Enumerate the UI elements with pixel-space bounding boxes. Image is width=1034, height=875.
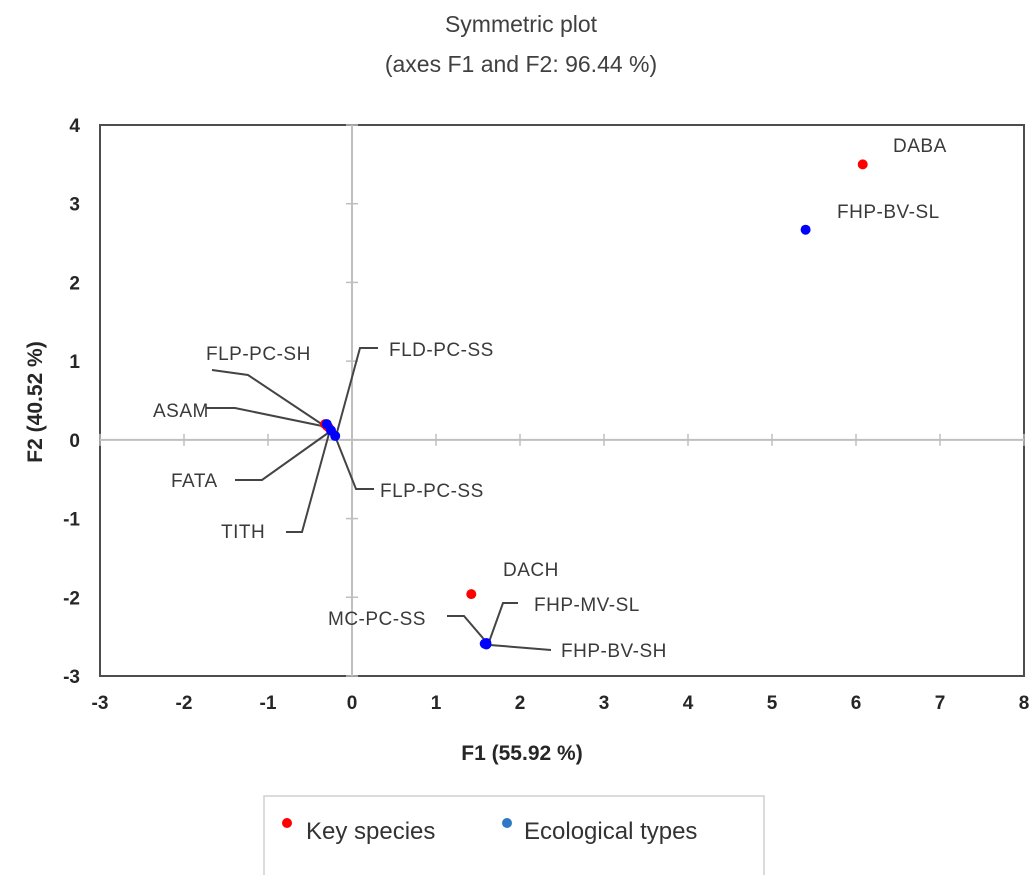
x-axis-ticks: -3 -2 -1 0 1 2 3 4 5 6 7 8 <box>92 433 1030 714</box>
x-tick-label: 8 <box>1019 693 1030 714</box>
label-fata: FATA <box>171 471 218 492</box>
y-axis-ticks: 4 3 2 1 0 -1 -2 -3 <box>63 116 358 688</box>
legend-label-ecological-types: Ecological types <box>524 818 697 845</box>
x-axis-label: F1 (55.92 %) <box>461 742 582 765</box>
leader-tith <box>286 429 331 533</box>
leader-flp-pc-sh <box>211 369 327 428</box>
label-flp-pc-sh: FLP-PC-SH <box>206 344 311 365</box>
label-daba: DABA <box>893 136 947 157</box>
legend-label-key-species: Key species <box>306 818 435 845</box>
x-tick-label: -1 <box>260 693 277 714</box>
leader-flp-pc-ss <box>334 435 374 490</box>
x-tick-label: 5 <box>767 693 778 714</box>
plot-area <box>99 124 1025 677</box>
label-mc-pc-ss: MC-PC-SS <box>328 609 426 630</box>
point-labels: DABA DACH ASAM FATA TITH FHP-BV-SL FHP-MV-SL FH… <box>153 136 947 662</box>
plot-frame <box>99 124 1025 677</box>
x-tick-label: 2 <box>515 693 526 714</box>
y-tick-label: -3 <box>63 667 80 688</box>
point-flp-pc-ss <box>330 430 341 441</box>
point-mc-pc-ss <box>479 638 490 649</box>
x-tick-label: 0 <box>347 693 358 714</box>
x-tick-label: 3 <box>599 693 610 714</box>
data-points <box>320 159 868 650</box>
label-fhp-bv-sh: FHP-BV-SH <box>561 641 667 662</box>
legend-box <box>263 795 765 875</box>
y-tick-label: -1 <box>63 510 80 531</box>
leader-fld-pc-ss <box>335 347 378 437</box>
leader-fhp-mv-sl <box>488 602 518 643</box>
y-tick-label: 3 <box>69 195 80 216</box>
leader-fata <box>235 432 329 481</box>
x-tick-label: -2 <box>176 693 193 714</box>
x-tick-label: 1 <box>431 693 442 714</box>
label-fhp-mv-sl: FHP-MV-SL <box>534 595 640 616</box>
x-tick-label: 6 <box>851 693 862 714</box>
x-tick-label: -3 <box>92 693 109 714</box>
legend-marker-key-species <box>282 818 292 828</box>
x-tick-label: 4 <box>683 693 694 714</box>
label-dach: DACH <box>503 560 559 581</box>
label-fld-pc-ss: FLD-PC-SS <box>389 340 494 361</box>
y-tick-label: -2 <box>63 588 80 609</box>
label-flp-pc-ss: FLP-PC-SS <box>380 481 484 502</box>
y-tick-label: 0 <box>69 431 80 452</box>
legend-marker-ecological-types <box>502 818 512 828</box>
label-fhp-bv-sl: FHP-BV-SL <box>837 202 940 223</box>
point-dach <box>466 589 477 600</box>
point-fhp-bv-sl <box>800 224 811 235</box>
x-tick-label: 7 <box>935 693 946 714</box>
leader-lines <box>206 347 552 651</box>
chart-subtitle: (axes F1 and F2: 96.44 %) <box>385 51 657 77</box>
label-asam: ASAM <box>153 401 209 422</box>
leader-asam <box>206 407 328 428</box>
chart-title: Symmetric plot <box>445 11 598 37</box>
label-tith: TITH <box>221 522 265 543</box>
y-tick-label: 1 <box>69 352 80 373</box>
leader-mc-pc-ss <box>447 615 489 645</box>
leader-fhp-bv-sh <box>489 644 552 651</box>
point-daba <box>857 159 868 170</box>
y-tick-label: 2 <box>69 273 80 294</box>
legend: Key species Ecological types <box>263 795 765 875</box>
y-axis-label: F2 (40.52 %) <box>24 341 47 462</box>
y-tick-label: 4 <box>69 116 80 137</box>
